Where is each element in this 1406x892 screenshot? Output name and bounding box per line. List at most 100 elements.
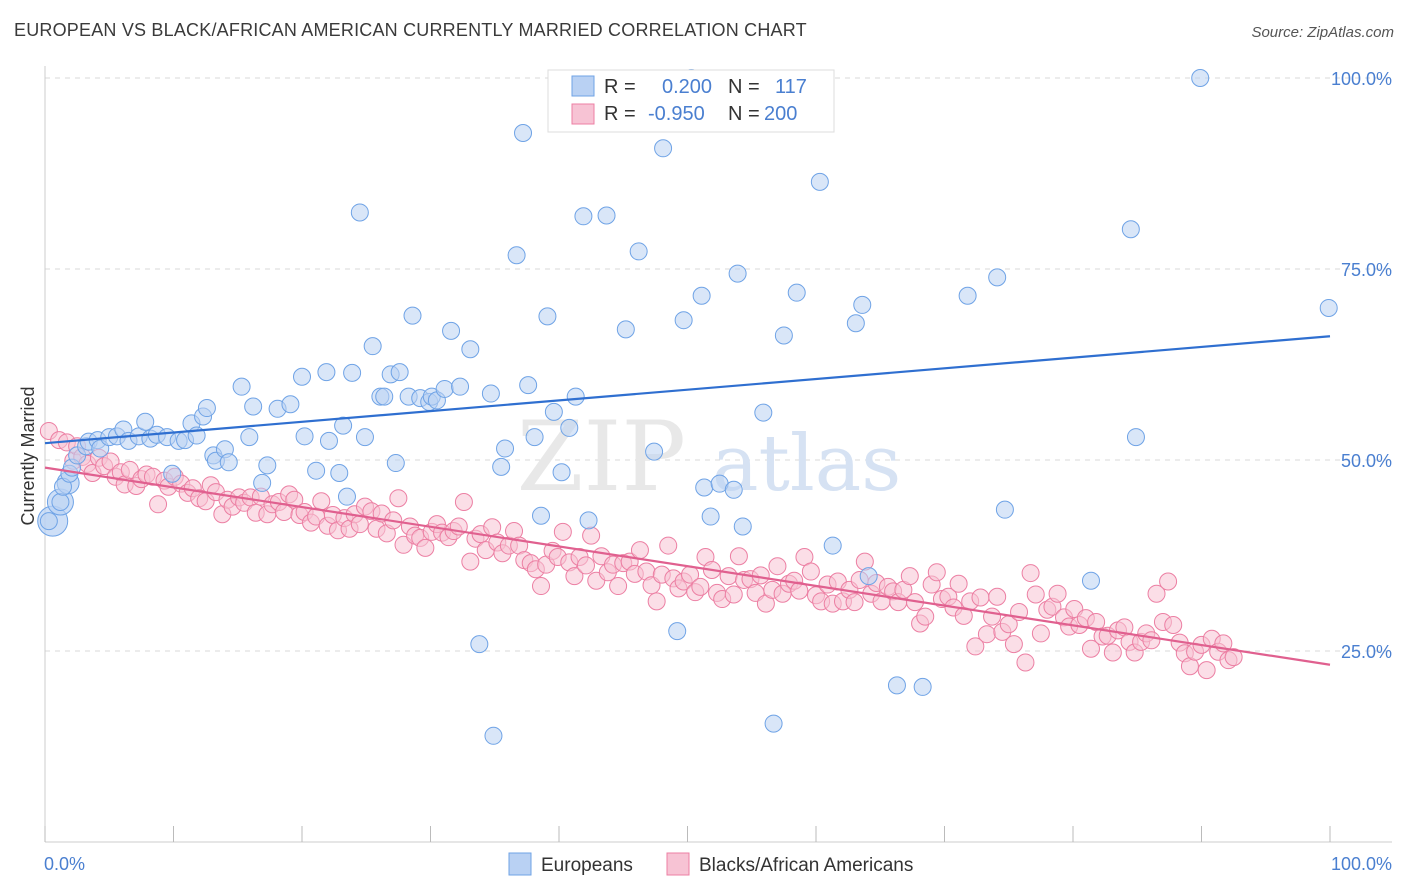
data-point-blacks xyxy=(149,495,168,514)
y-tick-label: 75.0% xyxy=(1341,260,1392,280)
data-point-europeans xyxy=(1081,571,1100,590)
trend-line-europeans xyxy=(44,335,1331,445)
data-point-blacks xyxy=(927,563,946,582)
data-point-europeans xyxy=(764,714,783,733)
data-point-europeans xyxy=(787,283,806,302)
legend-r-label-2: R = xyxy=(604,103,636,125)
data-point-blacks xyxy=(532,577,551,596)
watermark-atlas: atlas xyxy=(712,419,901,509)
legend-swatch-europeans xyxy=(571,75,595,97)
data-point-blacks xyxy=(630,541,649,560)
data-point-europeans xyxy=(350,203,369,222)
series-europeans-points xyxy=(37,69,1338,745)
data-point-europeans xyxy=(375,387,394,406)
data-point-europeans xyxy=(1121,220,1140,239)
data-point-blacks xyxy=(483,518,502,537)
data-point-blacks xyxy=(949,574,968,593)
data-point-blacks xyxy=(389,489,408,508)
series-legend: Europeans Blacks/African Americans xyxy=(508,852,913,876)
data-point-europeans xyxy=(451,377,470,396)
chart-title: EUROPEAN VS BLACK/AFRICAN AMERICAN CURRE… xyxy=(14,20,807,40)
data-point-blacks xyxy=(454,493,473,512)
data-point-europeans xyxy=(695,478,714,497)
stats-legend: R = 0.200 N = 117 R = -0.950 N = 200 xyxy=(547,69,835,133)
data-point-europeans xyxy=(913,677,932,696)
data-point-europeans xyxy=(232,377,251,396)
data-point-europeans xyxy=(728,264,747,283)
data-point-europeans xyxy=(853,295,872,314)
legend-n-value-1: 117 xyxy=(775,76,807,98)
data-point-blacks xyxy=(1048,584,1067,603)
data-point-europeans xyxy=(442,321,461,340)
data-point-blacks xyxy=(916,607,935,626)
data-point-blacks xyxy=(801,562,820,581)
stats-legend-box xyxy=(547,69,835,133)
data-point-europeans xyxy=(823,536,842,555)
data-point-blacks xyxy=(659,536,678,555)
data-point-blacks xyxy=(553,522,572,541)
data-point-europeans xyxy=(163,464,182,483)
data-point-blacks xyxy=(1164,616,1183,635)
data-point-europeans xyxy=(654,139,673,158)
data-point-europeans xyxy=(355,428,374,447)
data-point-blacks xyxy=(1159,572,1178,591)
data-point-blacks xyxy=(691,577,710,596)
data-point-blacks xyxy=(1004,635,1023,654)
data-point-blacks xyxy=(1026,585,1045,604)
legend-r-value-2: -0.950 xyxy=(648,103,705,125)
data-point-europeans xyxy=(363,337,382,356)
data-point-europeans xyxy=(538,307,557,326)
data-point-europeans xyxy=(958,286,977,305)
data-point-blacks xyxy=(1142,631,1161,650)
trend-line-blacks xyxy=(44,466,1331,666)
data-point-europeans xyxy=(258,456,277,475)
data-point-europeans xyxy=(253,473,272,492)
data-point-europeans xyxy=(566,387,585,406)
data-point-europeans xyxy=(295,427,314,446)
y-axis-title: Currently Married xyxy=(18,386,38,525)
data-point-europeans xyxy=(774,326,793,345)
data-point-europeans xyxy=(507,246,526,265)
bottom-legend-swatch-europeans xyxy=(508,852,532,876)
chart-source: Source: ZipAtlas.com xyxy=(1251,24,1394,41)
data-point-europeans xyxy=(1319,298,1338,317)
data-point-blacks xyxy=(1081,639,1100,658)
data-point-europeans xyxy=(244,397,263,416)
data-point-europeans xyxy=(403,306,422,325)
y-tick-label: 25.0% xyxy=(1341,642,1392,662)
data-point-europeans xyxy=(733,517,752,536)
data-point-europeans xyxy=(560,418,579,437)
data-point-europeans xyxy=(995,500,1014,519)
data-point-europeans xyxy=(574,207,593,226)
legend-swatch-blacks xyxy=(571,103,595,125)
data-point-europeans xyxy=(293,367,311,386)
data-point-blacks xyxy=(966,637,985,656)
data-point-europeans xyxy=(51,493,70,512)
data-point-europeans xyxy=(519,376,538,395)
bottom-legend-blacks: Blacks/African Americans xyxy=(699,855,913,876)
data-point-europeans xyxy=(645,442,664,461)
data-point-blacks xyxy=(461,552,480,571)
data-point-blacks xyxy=(977,625,996,644)
data-point-europeans xyxy=(1126,428,1145,447)
data-point-europeans xyxy=(386,454,405,473)
data-point-europeans xyxy=(597,206,616,225)
data-point-blacks xyxy=(1147,584,1166,603)
data-point-europeans xyxy=(692,286,711,305)
data-point-blacks xyxy=(647,592,666,611)
data-point-blacks xyxy=(971,588,990,607)
data-point-blacks xyxy=(1103,643,1122,662)
data-point-europeans xyxy=(514,124,533,143)
data-point-europeans xyxy=(552,463,571,482)
data-point-europeans xyxy=(334,416,353,435)
data-point-blacks xyxy=(565,567,584,586)
data-point-blacks xyxy=(724,585,743,604)
data-point-europeans xyxy=(724,480,743,499)
data-point-blacks xyxy=(312,492,331,511)
y-tick-label: 100.0% xyxy=(1331,69,1392,89)
data-point-europeans xyxy=(330,463,349,482)
data-point-europeans xyxy=(988,268,1007,287)
data-point-europeans xyxy=(317,363,336,382)
data-point-europeans xyxy=(461,340,480,359)
